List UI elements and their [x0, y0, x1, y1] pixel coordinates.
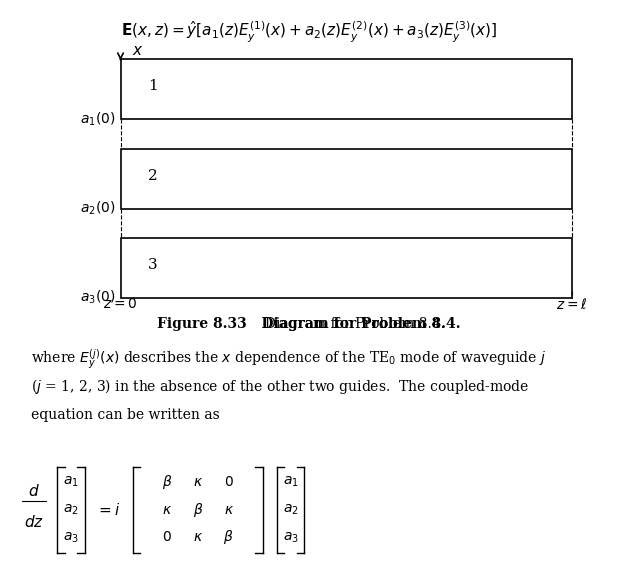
- Text: 2: 2: [148, 169, 158, 183]
- Text: $\kappa$: $\kappa$: [193, 475, 203, 489]
- Text: Diagram for Problem 8.4.: Diagram for Problem 8.4.: [173, 317, 445, 331]
- Text: 1: 1: [148, 79, 158, 93]
- Text: $0$: $0$: [224, 475, 234, 489]
- Text: equation can be written as: equation can be written as: [31, 408, 219, 422]
- Text: $\mathbf{E}(x, z) = \hat{y}[a_1(z)E_y^{(1)}(x) + a_2(z)E_y^{(2)}(x) + a_3(z)E_y^: $\mathbf{E}(x, z) = \hat{y}[a_1(z)E_y^{(…: [121, 20, 497, 46]
- Text: ($j$ = 1, 2, 3) in the absence of the other two guides.  The coupled-mode: ($j$ = 1, 2, 3) in the absence of the ot…: [31, 377, 529, 396]
- Text: $a_1$: $a_1$: [282, 475, 298, 490]
- Text: 3: 3: [148, 258, 158, 272]
- Text: $z = 0$: $z = 0$: [103, 297, 138, 310]
- Text: $\kappa$: $\kappa$: [224, 503, 234, 517]
- Text: $a_1(0)$: $a_1(0)$: [80, 111, 116, 128]
- Bar: [121, 59, 572, 119]
- Text: $dz$: $dz$: [24, 514, 44, 530]
- Text: $a_3$: $a_3$: [63, 530, 79, 545]
- Text: $= i$: $= i$: [96, 502, 121, 518]
- Text: $z = \ell$: $z = \ell$: [556, 297, 587, 312]
- Text: $a_2$: $a_2$: [63, 502, 79, 517]
- Text: where $E_y^{(j)}(x)$ describes the $x$ dependence of the TE$_0$ mode of waveguid: where $E_y^{(j)}(x)$ describes the $x$ d…: [31, 347, 546, 370]
- Text: $\kappa$: $\kappa$: [193, 530, 203, 544]
- Text: $d$: $d$: [28, 483, 40, 499]
- Text: $\beta$: $\beta$: [224, 528, 234, 547]
- Bar: [121, 149, 572, 209]
- Text: $\beta$: $\beta$: [162, 473, 172, 491]
- Text: $a_3$: $a_3$: [282, 530, 298, 545]
- Text: $a_2$: $a_2$: [282, 502, 298, 517]
- Text: $x$: $x$: [132, 44, 143, 58]
- Text: $\kappa$: $\kappa$: [162, 503, 172, 517]
- Bar: [121, 238, 572, 298]
- Text: $\beta$: $\beta$: [193, 501, 203, 519]
- Text: $0$: $0$: [162, 530, 172, 544]
- Text: $a_1$: $a_1$: [63, 475, 79, 490]
- Text: $a_3(0)$: $a_3(0)$: [80, 289, 116, 306]
- Text: Figure 8.33   Diagram for Problem 8.4.: Figure 8.33 Diagram for Problem 8.4.: [157, 317, 461, 331]
- Text: $a_2(0)$: $a_2(0)$: [80, 200, 116, 217]
